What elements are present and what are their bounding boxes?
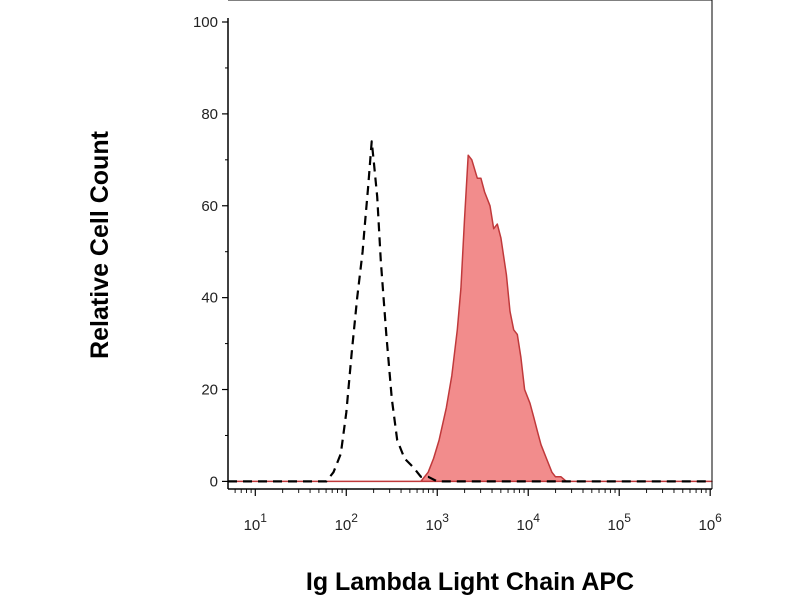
filled-series-layer <box>227 154 713 483</box>
y-tick-label: 100 <box>193 14 218 31</box>
x-axis-title: Ig Lambda Light Chain APC <box>306 568 634 596</box>
x-tick-label: 105 <box>608 511 632 534</box>
dashed-series-layer <box>228 140 712 483</box>
y-tick-label: 60 <box>201 198 218 215</box>
y-ticks: 0 20 40 60 80 100 <box>193 14 228 490</box>
x-tick-label: 106 <box>698 511 722 534</box>
series-filled-histogram <box>227 154 713 483</box>
x-tick-label: 104 <box>517 511 541 534</box>
y-axis-title: Relative Cell Count <box>86 130 114 358</box>
x-ticks: 101 102 103 104 105 106 <box>234 489 722 534</box>
x-tick-label: 103 <box>426 511 450 534</box>
x-tick-label: 101 <box>244 511 268 534</box>
axes-layer <box>227 0 713 490</box>
series-dashed-histogram <box>228 140 712 483</box>
y-tick-label: 80 <box>201 106 218 123</box>
y-tick-label: 20 <box>201 382 218 399</box>
y-tick-label: 40 <box>201 290 218 307</box>
y-tick-label: 0 <box>210 473 218 490</box>
x-tick-label: 102 <box>335 511 359 534</box>
